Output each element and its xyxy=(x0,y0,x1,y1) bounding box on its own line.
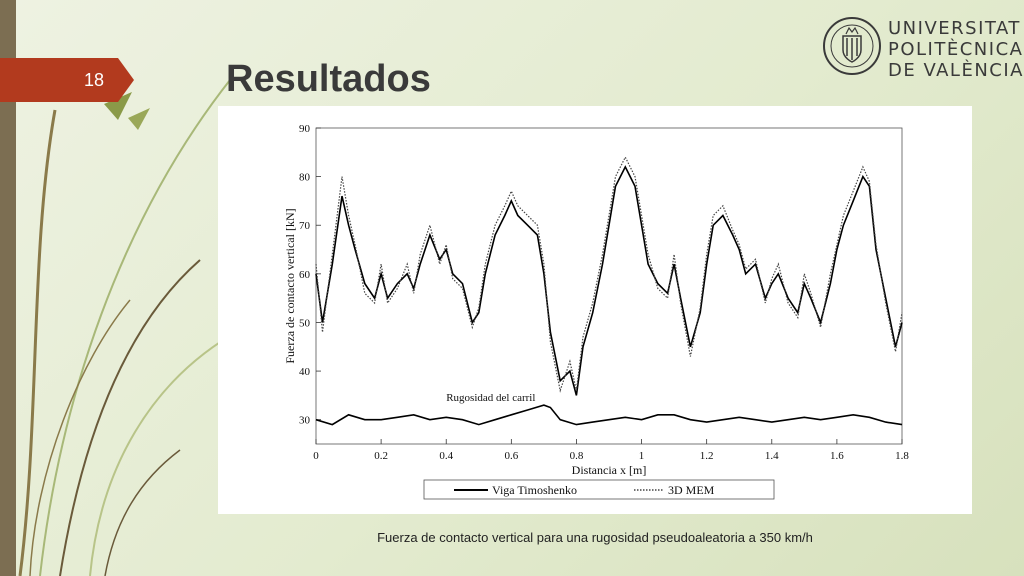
y-tick-label: 40 xyxy=(299,366,311,378)
x-tick-label: 0.2 xyxy=(374,450,388,462)
y-tick-label: 70 xyxy=(299,220,311,232)
y-tick-label: 30 xyxy=(299,415,311,427)
roughness-annotation: Rugosidad del carril xyxy=(446,392,535,404)
x-tick-label: 0.4 xyxy=(439,450,453,462)
slide-title: Resultados xyxy=(226,58,431,100)
x-axis-label: Distancia x [m] xyxy=(572,463,647,477)
contact-force-chart: 0 0.2 0.4 0.6 0.8 1 1.2 1.4 1.6 1.8 30 40 50 60 70 80 90… xyxy=(283,123,909,500)
x-tick-label: 0.8 xyxy=(570,450,584,462)
series-line xyxy=(315,165,903,396)
university-name: UNIVERSITAT POLITÈCNICA DE VALÈNCIA xyxy=(888,18,1024,81)
figure-panel: 0 0.2 0.4 0.6 0.8 1 1.2 1.4 1.6 1.8 30 40 50 60 70 80 90… xyxy=(218,106,972,514)
y-axis-label: Fuerza de contacto vertical [kN] xyxy=(283,208,297,363)
x-tick-label: 0 xyxy=(313,450,319,462)
x-tick-label: 1.2 xyxy=(700,450,714,462)
x-tick-label: 0.6 xyxy=(504,450,518,462)
leaf-shape xyxy=(104,92,132,120)
left-sidebar-bar xyxy=(0,0,16,576)
legend-label: 3D MEM xyxy=(668,483,715,497)
legend-box xyxy=(423,479,775,500)
university-name-line-1: UNIVERSITAT xyxy=(888,18,1021,39)
y-tick-label: 50 xyxy=(299,317,311,329)
decorative-curves xyxy=(18,79,241,576)
series-line xyxy=(315,155,903,393)
y-tick-label: 80 xyxy=(299,172,311,184)
legend-label: Viga Timoshenko xyxy=(492,483,577,497)
figure-caption: Fuerza de contacto vertical para una rug… xyxy=(377,530,813,545)
slide-number-tab xyxy=(0,58,134,102)
university-name-line-2: POLITÈCNICA xyxy=(888,39,1024,60)
y-tick-label: 90 xyxy=(299,123,311,135)
university-seal-logo xyxy=(823,17,881,75)
x-tick-label: 1.6 xyxy=(830,450,844,462)
x-tick-label: 1.4 xyxy=(765,450,779,462)
university-name-line-3: DE VALÈNCIA xyxy=(888,60,1024,81)
y-tick-label: 60 xyxy=(299,269,311,281)
slide-number: 18 xyxy=(83,70,105,90)
x-tick-label: 1.8 xyxy=(895,450,909,462)
x-tick-label: 1 xyxy=(639,450,645,462)
series-line xyxy=(315,404,903,426)
plot-frame xyxy=(315,127,903,445)
